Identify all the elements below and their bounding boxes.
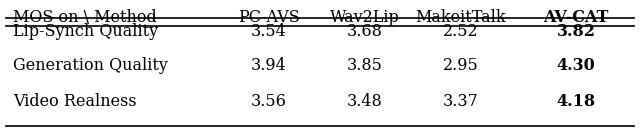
Text: 3.56: 3.56 [251,93,287,110]
Text: MOS on \ Method: MOS on \ Method [13,9,157,26]
Text: 4.18: 4.18 [556,93,596,110]
Text: 3.48: 3.48 [347,93,383,110]
Text: Video Realness: Video Realness [13,93,136,110]
Text: 2.52: 2.52 [443,23,479,40]
Text: 2.95: 2.95 [443,57,479,73]
Text: 3.68: 3.68 [347,23,383,40]
Text: 3.94: 3.94 [251,57,287,73]
Text: 3.82: 3.82 [557,23,595,40]
Text: 3.54: 3.54 [251,23,287,40]
Text: 3.85: 3.85 [347,57,383,73]
Text: Lip-Synch Quality: Lip-Synch Quality [13,23,158,40]
Text: Generation Quality: Generation Quality [13,57,168,73]
Text: 3.37: 3.37 [443,93,479,110]
Text: AV-CAT: AV-CAT [543,9,609,26]
Text: 4.30: 4.30 [557,57,595,73]
Text: PC-AVS: PC-AVS [238,9,300,26]
Text: Wav2Lip: Wav2Lip [330,9,399,26]
Text: MakeitTalk: MakeitTalk [415,9,506,26]
